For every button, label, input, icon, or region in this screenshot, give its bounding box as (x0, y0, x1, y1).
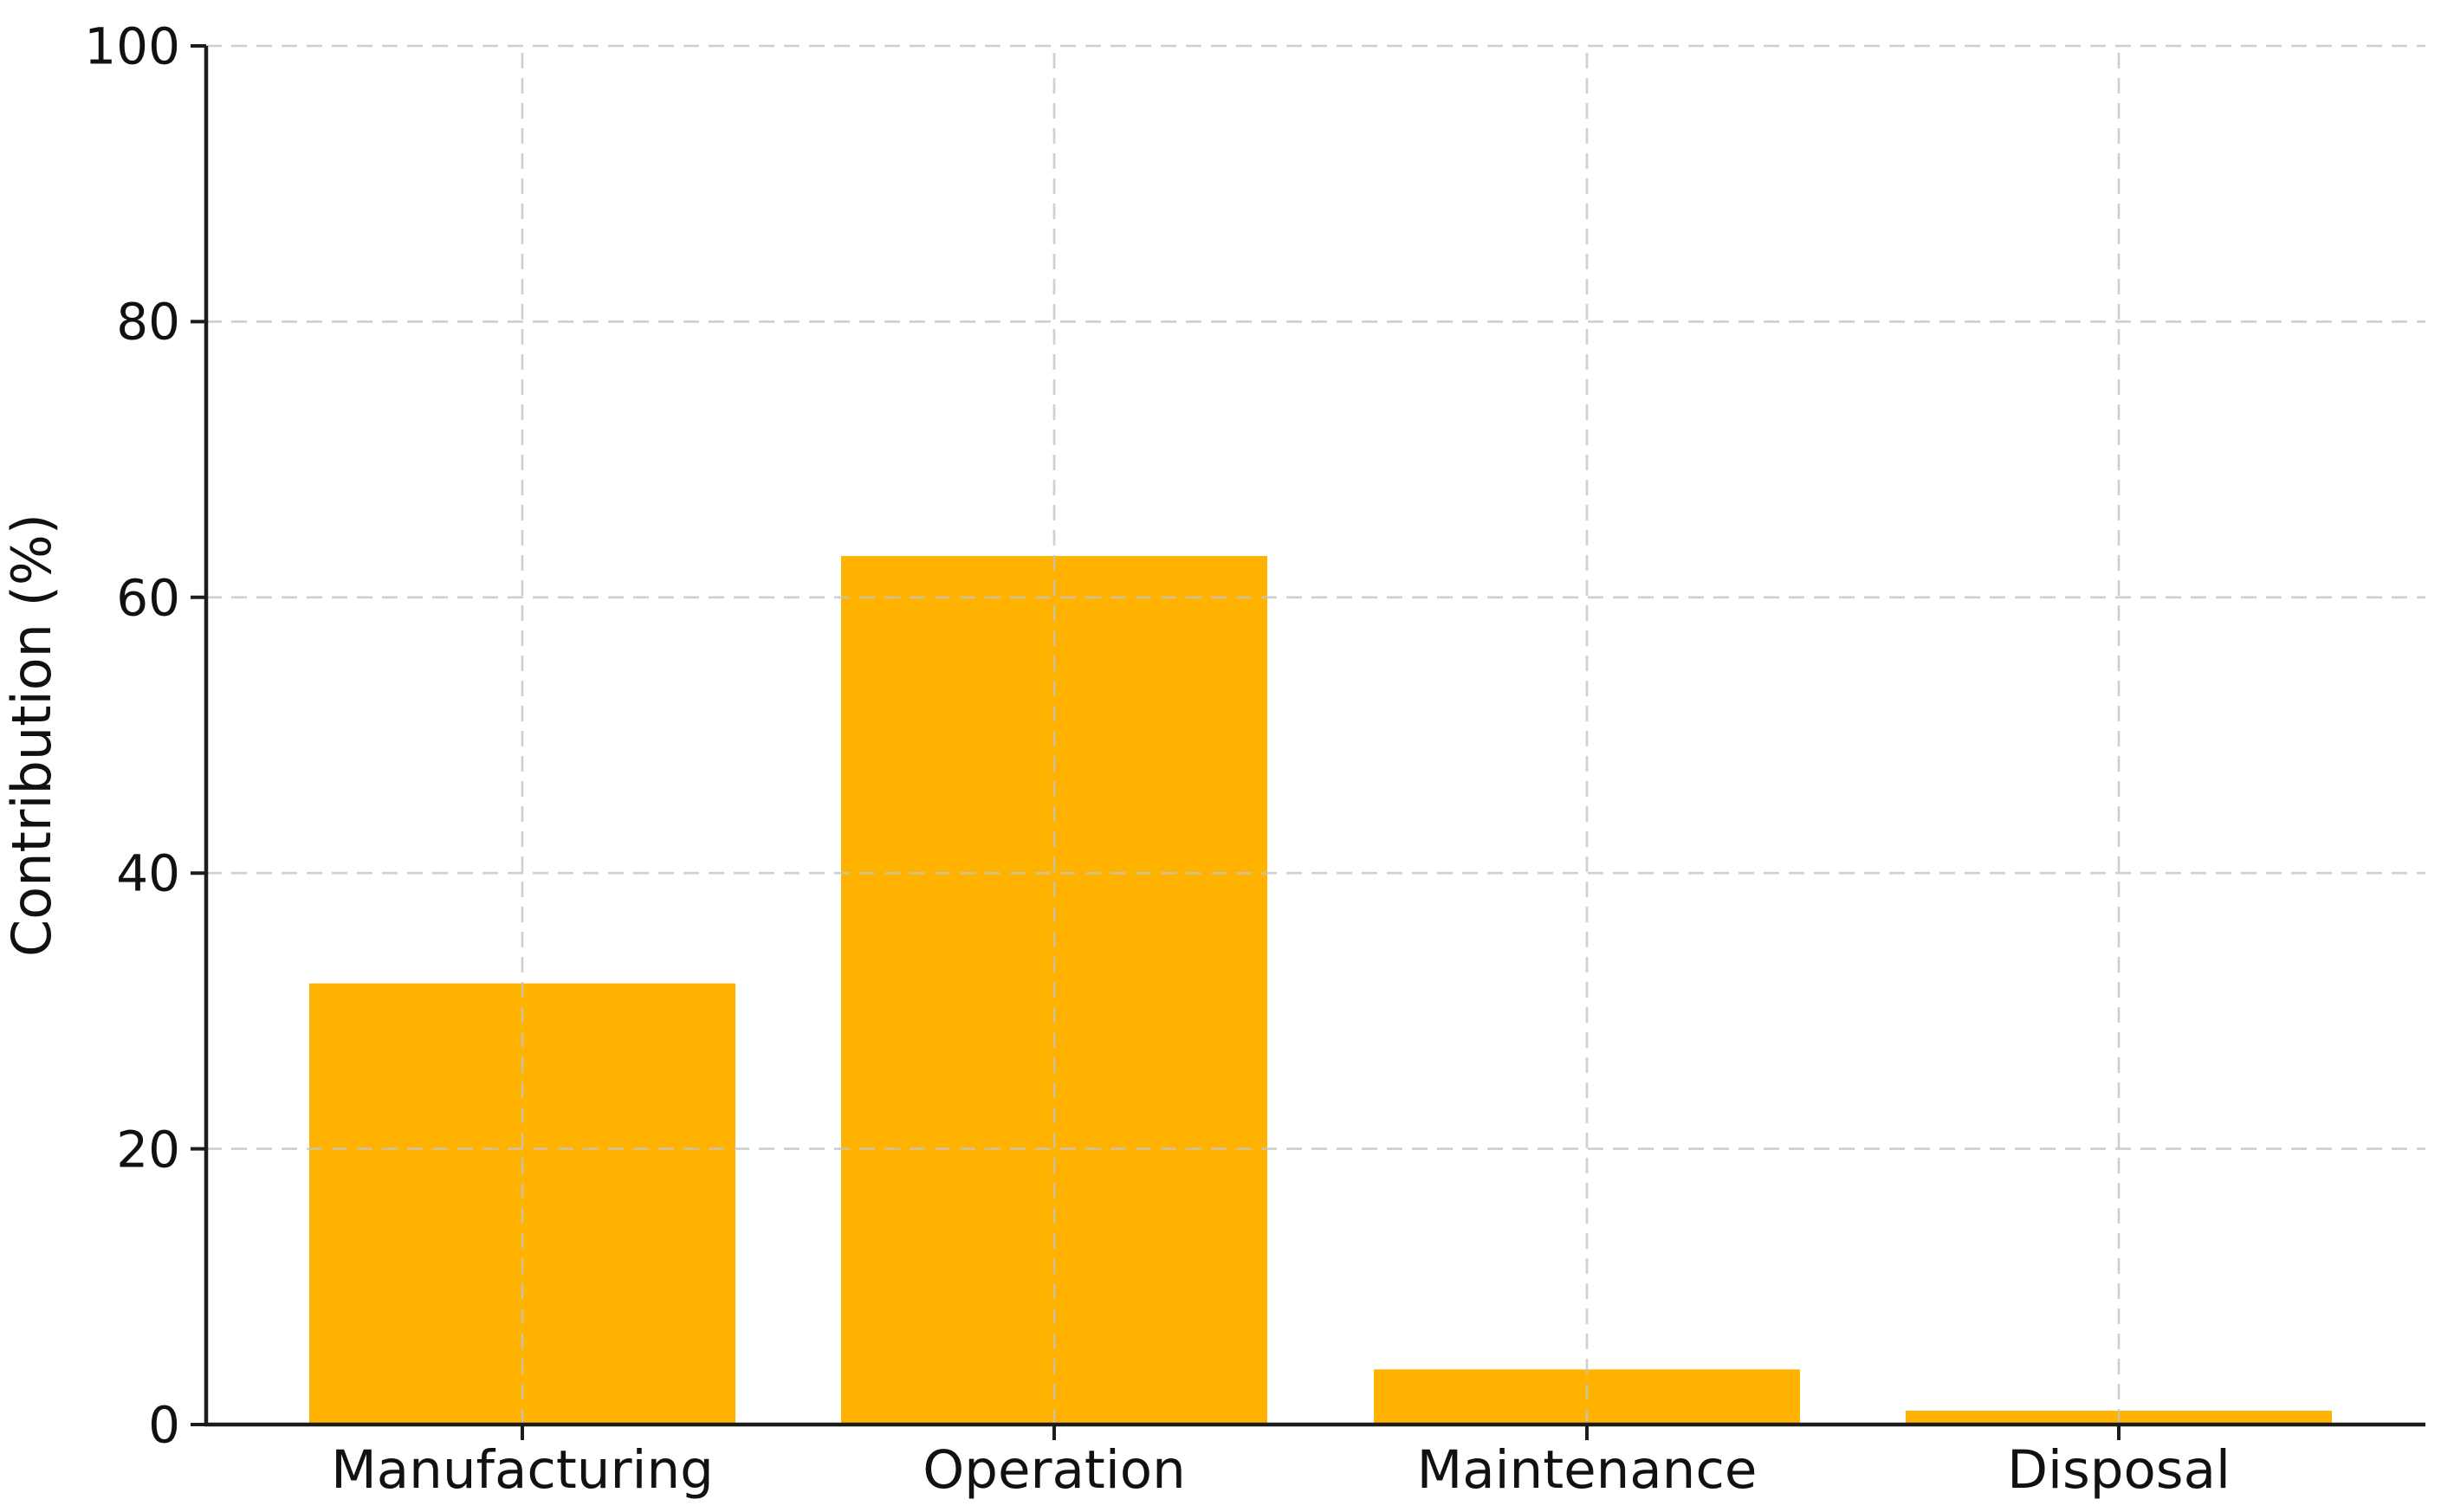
ytick-label-80: 80 (116, 292, 180, 351)
ytick-label-0: 0 (148, 1395, 180, 1454)
grid-layer (206, 44, 2425, 1425)
xtick-label-maintenance: Maintenance (1417, 1439, 1758, 1501)
ytick-label-40: 40 (116, 843, 180, 902)
xtick-label-operation: Operation (923, 1439, 1186, 1501)
ytick-label-20: 20 (116, 1120, 180, 1179)
y-axis-tick-labels: 0 20 40 60 80 100 (84, 16, 180, 1454)
xtick-label-manufacturing: Manufacturing (331, 1439, 714, 1501)
x-axis-tick-labels: Manufacturing Operation Maintenance Disp… (331, 1439, 2231, 1501)
ytick-label-100: 100 (84, 16, 180, 75)
ytick-label-60: 60 (116, 568, 180, 627)
bars-layer (309, 556, 2332, 1425)
y-axis-title: Contribution (%) (0, 514, 63, 957)
bar-manufacturing (309, 983, 735, 1425)
xtick-label-disposal: Disposal (2007, 1439, 2231, 1501)
axes-layer (191, 44, 2425, 1440)
